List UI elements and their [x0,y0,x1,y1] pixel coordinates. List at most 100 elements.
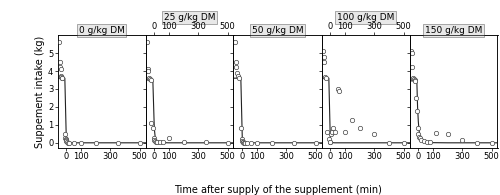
Point [92,141,100,144]
Point [150,137,158,140]
Point [70,141,78,144]
Point [409,77,417,80]
Point [149,127,157,130]
Text: Time after supply of the supplement (min): Time after supply of the supplement (min… [174,185,382,195]
Point [151,139,159,143]
Point [55,41,63,44]
Point [58,76,66,79]
Point [335,89,343,92]
Point [58,77,66,80]
Point [400,141,407,144]
Point [408,51,416,55]
Point [320,60,328,64]
Point [444,132,452,135]
Point [268,141,276,144]
Point [77,141,85,144]
Point [412,96,420,99]
Point [63,140,71,144]
Point [416,137,424,140]
Point [241,141,249,144]
Point [238,138,246,141]
Point [114,141,122,144]
Point [148,121,156,125]
Point [328,130,336,134]
Point [414,127,422,130]
Point [153,141,161,144]
Point [329,127,337,130]
Point [348,119,356,122]
Point [290,141,298,144]
Point [240,141,248,144]
Point [180,141,188,144]
Point [417,139,425,142]
Point [322,77,330,80]
Point [146,78,154,81]
Point [62,138,70,141]
Point [426,141,434,144]
Title: 0 g/kg DM: 0 g/kg DM [78,26,124,35]
Y-axis label: Suppement intake (kg): Suppement intake (kg) [35,35,45,148]
Point [423,140,431,144]
Point [242,141,250,144]
Point [473,141,481,144]
Point [385,141,393,144]
Point [233,71,241,74]
Point [159,141,167,144]
Point [239,141,247,144]
Point [238,139,246,143]
Point [334,87,342,90]
Point [458,139,466,142]
Point [415,135,423,138]
Point [146,78,154,82]
Point [410,78,418,82]
Point [56,68,64,71]
Point [232,66,240,69]
Point [224,141,232,144]
Point [56,60,64,64]
Point [253,141,261,144]
Point [320,55,328,58]
Point [412,79,420,82]
Point [234,75,242,78]
Title: 150 g/kg DM: 150 g/kg DM [425,26,482,35]
Point [145,77,153,80]
Point [64,141,72,144]
Point [420,139,428,143]
Point [57,75,65,78]
Point [143,41,151,44]
Point [61,132,69,135]
Point [330,130,338,134]
Point [356,127,364,130]
Point [414,132,422,135]
Point [410,78,418,81]
Point [56,66,64,69]
Point [413,109,421,112]
Point [152,140,160,144]
Point [238,140,246,144]
Point [58,77,66,80]
Point [156,141,164,144]
Point [144,68,152,71]
Point [62,139,70,142]
Title: 50 g/kg DM: 50 g/kg DM [252,26,304,35]
Point [144,69,152,73]
Point [240,141,248,144]
Point [326,141,334,144]
Point [237,127,245,130]
Point [326,140,334,144]
Point [325,138,333,141]
Point [432,131,440,135]
Point [319,50,327,53]
Point [341,130,349,134]
Point [324,130,332,134]
Point [234,77,242,80]
Point [202,141,209,144]
Point [247,141,255,144]
Title: 100 g/kg DM: 100 g/kg DM [337,13,394,22]
Point [136,141,143,144]
Point [62,139,70,143]
Point [231,41,239,44]
Point [488,141,496,144]
Point [240,141,248,144]
Point [150,139,158,142]
